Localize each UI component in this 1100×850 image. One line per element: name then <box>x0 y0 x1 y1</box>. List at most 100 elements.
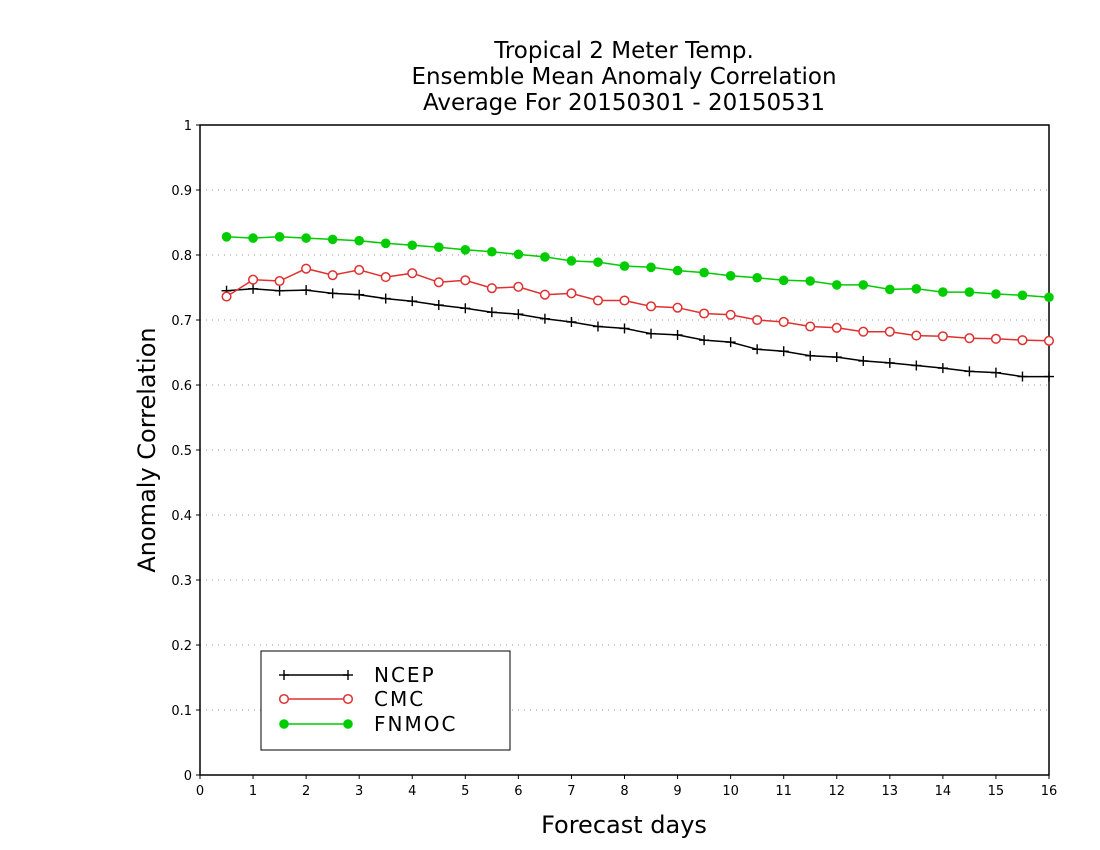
data-point-cmc <box>619 295 630 306</box>
data-point-fnmoc <box>778 275 789 286</box>
data-point-ncep <box>354 289 365 300</box>
data-point-cmc <box>327 270 338 281</box>
data-point-fnmoc <box>566 256 577 266</box>
data-point-ncep <box>380 293 391 304</box>
data-point-ncep <box>964 366 975 377</box>
data-point-fnmoc <box>885 284 895 295</box>
data-point-ncep <box>778 346 789 357</box>
chart-title-line-1: Tropical 2 Meter Temp. <box>493 38 754 64</box>
data-point-ncep <box>566 316 577 327</box>
data-point-fnmoc <box>938 287 948 297</box>
data-point-fnmoc <box>672 265 683 276</box>
data-point-fnmoc <box>540 252 550 262</box>
data-point-cmc <box>1043 335 1055 346</box>
x-axis-title: Forecast days <box>541 811 707 839</box>
data-point-fnmoc <box>221 232 232 242</box>
data-point-fnmoc <box>274 232 285 242</box>
data-point-cmc <box>937 331 948 342</box>
data-point-cmc <box>752 314 763 326</box>
data-point-cmc <box>539 289 550 300</box>
axis-ticks: 00.10.20.30.40.50.60.70.80.910 1 2 3 4 5 6 7 8 9 1… <box>171 119 1057 799</box>
y-tick-label: 0.8 <box>171 249 192 264</box>
legend-marker <box>278 693 290 705</box>
data-point-fnmoc <box>593 257 603 267</box>
x-tick-label: 16 <box>1041 784 1058 799</box>
data-point-cmc <box>380 272 391 283</box>
data-point-ncep <box>460 303 471 314</box>
data-point-ncep <box>858 355 869 366</box>
series-cmc <box>221 263 1055 346</box>
y-tick-label: 0.5 <box>171 444 192 459</box>
data-point-ncep <box>407 296 418 307</box>
y-tick-label: 0.1 <box>171 704 192 719</box>
data-point-cmc <box>911 330 922 341</box>
data-point-cmc <box>805 321 816 332</box>
x-tick-label: 9 <box>673 784 681 799</box>
data-point-ncep <box>699 335 710 346</box>
legend-marker <box>279 670 289 680</box>
data-point-cmc <box>433 277 444 288</box>
data-point-cmc <box>831 322 842 333</box>
y-tick-label: 0.3 <box>171 574 192 589</box>
legend-item-ncep: NCEP <box>279 663 436 687</box>
data-point-cmc <box>354 264 365 276</box>
legend-label: NCEP <box>374 663 436 687</box>
data-point-ncep <box>990 367 1001 378</box>
data-point-fnmoc <box>1044 292 1054 303</box>
data-point-cmc <box>1017 335 1028 346</box>
data-point-fnmoc <box>354 235 364 246</box>
data-point-cmc <box>513 281 524 292</box>
y-tick-label: 0.7 <box>171 314 192 329</box>
data-point-cmc <box>301 263 312 274</box>
data-point-fnmoc <box>619 261 630 271</box>
data-point-cmc <box>221 291 232 302</box>
data-point-ncep <box>805 350 816 361</box>
x-tick-label: 8 <box>620 784 628 799</box>
data-point-cmc <box>407 268 418 279</box>
data-point-fnmoc <box>1017 290 1028 301</box>
data-point-fnmoc <box>911 284 922 294</box>
x-tick-label: 7 <box>567 784 575 799</box>
y-tick-label: 0.9 <box>171 184 192 199</box>
data-point-fnmoc <box>248 233 258 243</box>
data-point-fnmoc <box>460 245 471 255</box>
data-point-fnmoc <box>831 280 842 290</box>
data-point-ncep <box>301 285 312 296</box>
x-tick-label: 15 <box>988 784 1005 799</box>
x-tick-label: 3 <box>355 784 363 799</box>
data-point-ncep <box>274 285 285 296</box>
legend-item-cmc: CMC <box>278 687 425 711</box>
data-point-ncep <box>672 329 683 340</box>
data-point-ncep <box>486 307 497 318</box>
data-point-fnmoc <box>513 249 524 260</box>
data-point-fnmoc <box>433 242 444 252</box>
legend-marker <box>343 670 353 680</box>
x-tick-label: 1 <box>249 784 257 799</box>
legend-label: CMC <box>374 687 425 711</box>
data-point-cmc <box>460 275 471 286</box>
data-point-fnmoc <box>964 287 975 297</box>
legend-marker <box>342 693 354 705</box>
data-point-cmc <box>672 302 683 313</box>
y-tick-label: 0.4 <box>171 509 192 524</box>
data-point-ncep <box>1017 371 1028 382</box>
x-tick-label: 2 <box>302 784 310 799</box>
data-point-cmc <box>486 283 497 294</box>
data-point-fnmoc <box>301 233 311 243</box>
y-tick-label: 0.6 <box>171 379 192 394</box>
data-point-ncep <box>619 323 630 334</box>
data-point-fnmoc <box>407 240 418 251</box>
data-point-cmc <box>699 308 710 319</box>
data-point-ncep <box>937 363 948 374</box>
data-point-fnmoc <box>327 234 338 245</box>
data-point-cmc <box>645 301 657 312</box>
data-point-ncep <box>1044 371 1054 382</box>
legend-item-fnmoc: FNMOC <box>279 712 455 736</box>
series-layer <box>221 232 1055 382</box>
data-point-ncep <box>646 328 657 339</box>
data-point-ncep <box>433 300 444 311</box>
y-tick-label: 1 <box>184 119 192 134</box>
y-tick-label: 0.2 <box>171 639 192 654</box>
